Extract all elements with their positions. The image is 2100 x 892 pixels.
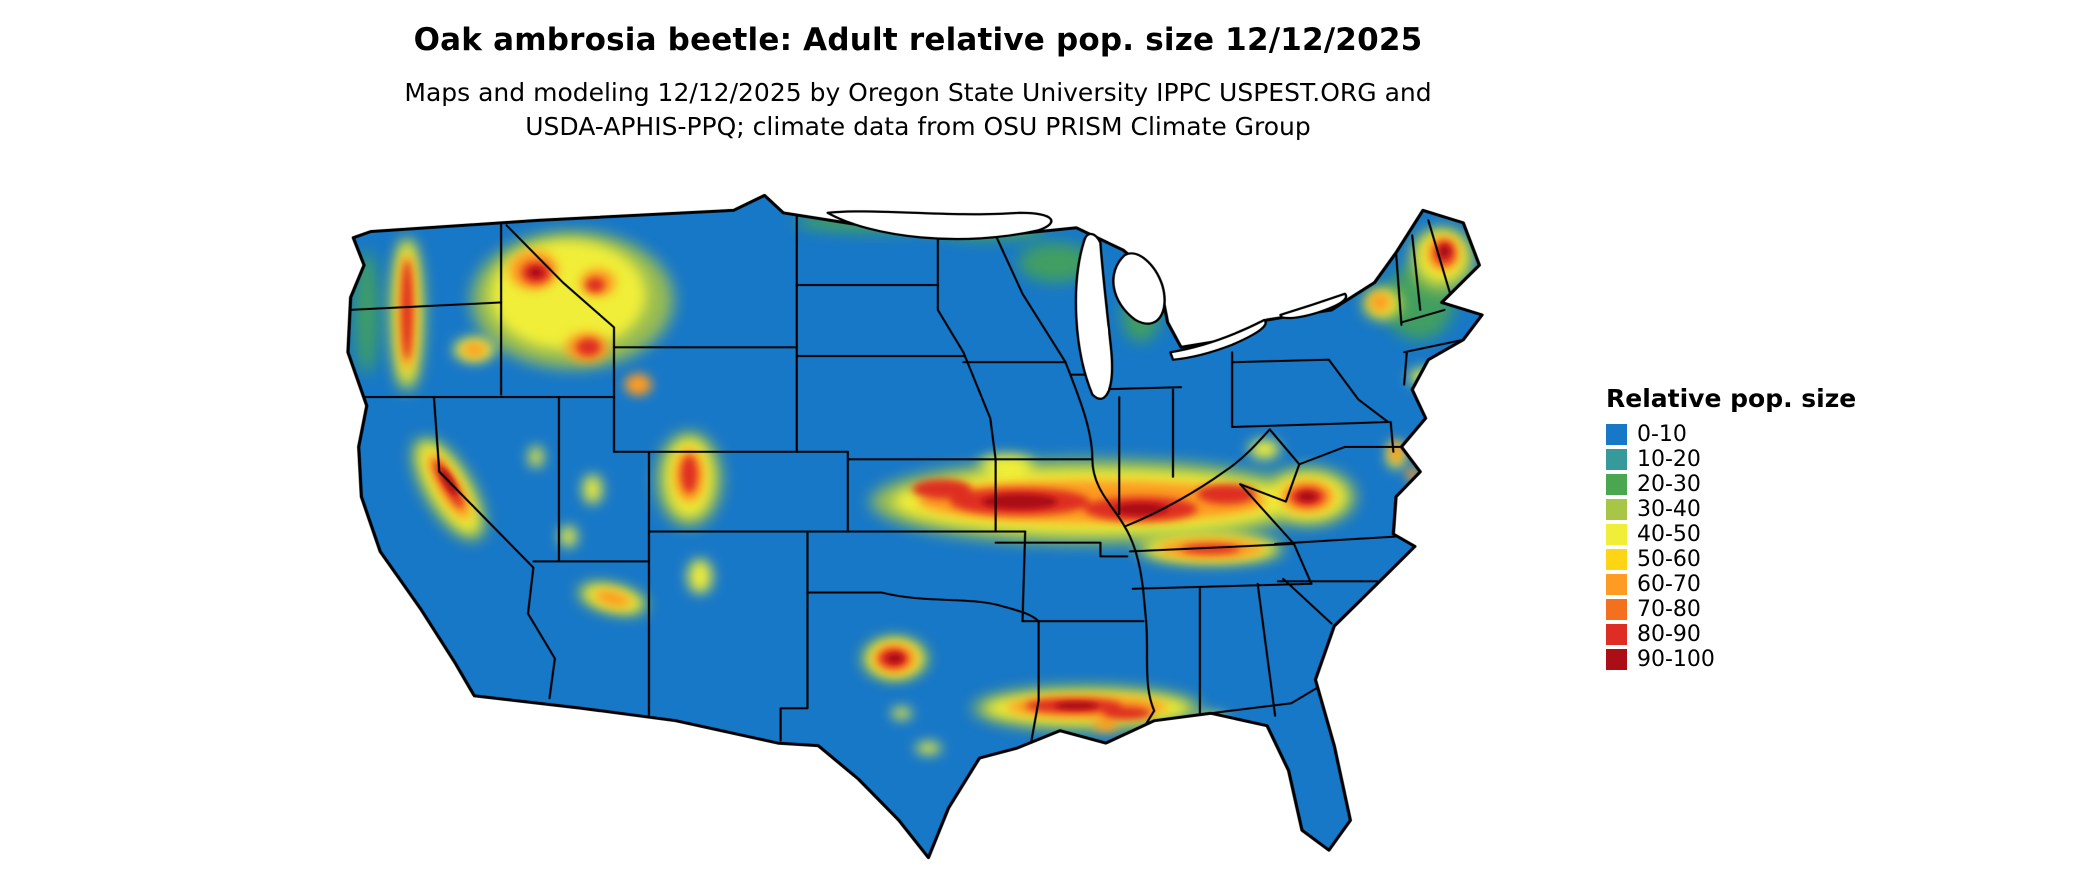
legend-color-swatch [1606, 549, 1627, 570]
page-subtitle: Maps and modeling 12/12/2025 by Oregon S… [0, 76, 1836, 144]
lake-erie [1169, 318, 1267, 361]
lake-superior [826, 210, 1053, 241]
state-borders [347, 211, 1465, 747]
legend-class-label: 30-40 [1637, 497, 1701, 522]
legend-class-label: 70-80 [1637, 597, 1701, 622]
legend-class-label: 20-30 [1637, 472, 1701, 497]
lake-michigan [1074, 232, 1114, 400]
legend-entry: 10-20 [1606, 447, 1856, 472]
heat-layer [347, 195, 1483, 858]
legend-color-swatch [1606, 624, 1627, 645]
lake-huron [1112, 252, 1166, 325]
us-outline [346, 193, 1484, 860]
legend-color-swatch [1606, 599, 1627, 620]
legend-entry: 80-90 [1606, 622, 1856, 647]
legend-entry: 90-100 [1606, 647, 1856, 672]
us-population-map [270, 163, 1560, 885]
legend-class-label: 80-90 [1637, 622, 1701, 647]
heat-red-layer [401, 240, 1456, 720]
legend-entry: 60-70 [1606, 572, 1856, 597]
legend-class-label: 60-70 [1637, 572, 1701, 597]
legend-color-swatch [1606, 649, 1627, 670]
legend-class-label: 90-100 [1637, 647, 1715, 672]
legend-class-label: 0-10 [1637, 422, 1687, 447]
legend-color-swatch [1606, 524, 1627, 545]
legend-color-swatch [1606, 499, 1627, 520]
legend-color-swatch [1606, 424, 1627, 445]
map-legend: Relative pop. size 0-10 10-20 20-30 30-40 40… [1606, 384, 1856, 672]
legend-entry: 20-30 [1606, 472, 1856, 497]
legend-class-label: 10-20 [1637, 447, 1701, 472]
us-map-svg [346, 193, 1484, 860]
legend-color-swatch [1606, 474, 1627, 495]
legend-title: Relative pop. size [1606, 384, 1857, 413]
great-lakes [826, 210, 1348, 400]
legend-entries: 0-10 10-20 20-30 30-40 40-50 50-60 60-70 70-80 8… [1606, 422, 1856, 672]
legend-entry: 30-40 [1606, 497, 1856, 522]
legend-entry: 70-80 [1606, 597, 1856, 622]
lake-ontario [1279, 292, 1348, 320]
legend-entry: 50-60 [1606, 547, 1856, 572]
legend-class-label: 40-50 [1637, 522, 1701, 547]
legend-class-label: 50-60 [1637, 547, 1701, 572]
legend-entry: 0-10 [1606, 422, 1856, 447]
subtitle-line-2: USDA-APHIS-PPQ; climate data from OSU PR… [525, 112, 1311, 141]
legend-color-swatch [1606, 574, 1627, 595]
subtitle-line-1: Maps and modeling 12/12/2025 by Oregon S… [404, 78, 1432, 107]
legend-entry: 40-50 [1606, 522, 1856, 547]
page-title: Oak ambrosia beetle: Adult relative pop.… [413, 22, 1423, 58]
legend-color-swatch [1606, 449, 1627, 470]
